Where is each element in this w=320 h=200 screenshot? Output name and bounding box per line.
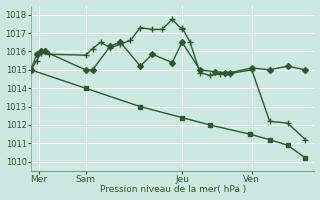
X-axis label: Pression niveau de la mer( hPa ): Pression niveau de la mer( hPa ) [100,185,246,194]
